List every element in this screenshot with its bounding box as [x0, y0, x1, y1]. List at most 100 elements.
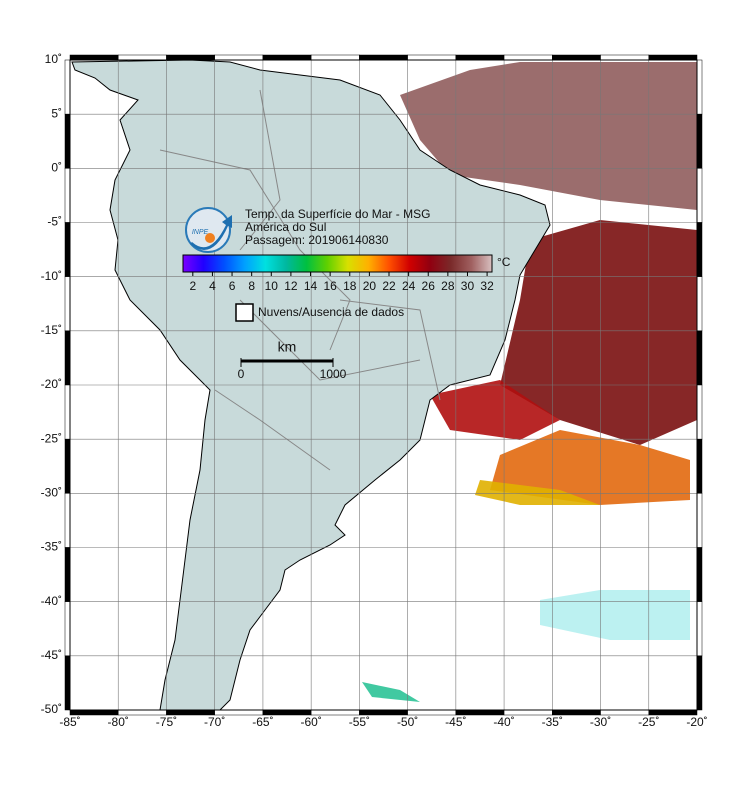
sst-patch — [490, 430, 690, 505]
colorbar-tick-label: 18 — [343, 279, 357, 293]
frame-segment — [696, 59, 703, 115]
frame-segment — [64, 113, 71, 169]
colorbar-tick-label: 26 — [422, 279, 436, 293]
colorbar-tick-label: 6 — [229, 279, 236, 293]
frame-segment — [407, 709, 457, 716]
colorbar-tick-label: 8 — [248, 279, 255, 293]
title-line: América do Sul — [245, 220, 326, 234]
x-tick-label: -45˚ — [445, 715, 466, 729]
frame-segment — [64, 384, 71, 440]
scale-unit: km — [278, 339, 297, 355]
x-tick-label: -65˚ — [252, 715, 273, 729]
x-tick-label: -85˚ — [59, 715, 80, 729]
y-tick-label: 10˚ — [45, 52, 62, 66]
colorbar-tick-label: 10 — [265, 279, 279, 293]
sst-patch — [475, 480, 600, 505]
x-tick-label: -80˚ — [108, 715, 129, 729]
frame-segment — [696, 330, 703, 386]
y-tick-label: -50˚ — [41, 702, 62, 716]
plot-border — [69, 59, 698, 711]
frame-segment — [64, 438, 71, 494]
frame-segment — [117, 54, 167, 61]
x-tick-label: -40˚ — [493, 715, 514, 729]
frame-segment — [696, 384, 703, 440]
frame-segment — [262, 709, 312, 716]
colorbar-tick-label: 24 — [402, 279, 416, 293]
logo: INPE — [185, 207, 232, 253]
frame-segment — [696, 547, 703, 602]
frame-segment — [117, 709, 167, 716]
colorbar-tick-label: 16 — [323, 279, 337, 293]
frame-segment — [64, 330, 71, 386]
y-tick-label: 5˚ — [51, 106, 62, 120]
logo-dot — [205, 233, 215, 243]
frame-segment — [407, 54, 457, 61]
frame-segment — [359, 709, 408, 716]
frame-segment — [696, 438, 703, 494]
x-tick-label: -30˚ — [590, 715, 611, 729]
colorbar-tick-label: 22 — [382, 279, 396, 293]
frame-segment — [696, 222, 703, 277]
frame-segment — [214, 54, 264, 61]
frame-segment — [64, 601, 71, 657]
scale-tick-label: 1000 — [320, 367, 347, 381]
frame-segment — [600, 54, 650, 61]
frame-segment — [69, 709, 119, 716]
frame-segment — [696, 168, 703, 223]
y-tick-label: -35˚ — [41, 540, 62, 554]
y-tick-label: 0˚ — [51, 161, 62, 175]
frame-segment — [552, 709, 601, 716]
borders — [159, 89, 441, 471]
frame-segment — [166, 709, 215, 716]
sst-patches — [362, 62, 697, 702]
y-tick-label: -15˚ — [41, 323, 62, 337]
x-tick-label: -20˚ — [686, 715, 707, 729]
sst-patch — [430, 380, 560, 440]
x-tick-label: -35˚ — [542, 715, 563, 729]
frame-segment — [166, 54, 215, 61]
colorbar-tick-label: 20 — [363, 279, 377, 293]
frame-segment — [696, 601, 703, 657]
frame-segment — [310, 709, 360, 716]
y-tick-label: -30˚ — [41, 486, 62, 500]
frame-segment — [64, 168, 71, 223]
frame-segment — [648, 54, 698, 61]
colorbar-tick-label: 32 — [480, 279, 494, 293]
frame-segment — [262, 54, 312, 61]
colorbar-tick-label: 14 — [304, 279, 318, 293]
frame-segment — [69, 54, 119, 61]
x-tick-label: -25˚ — [638, 715, 659, 729]
logo-swirl — [190, 215, 232, 250]
colorbar-tick-label: 28 — [441, 279, 455, 293]
frame-segment — [696, 655, 703, 711]
scale-tick-label: 0 — [238, 367, 245, 381]
sst-patch — [362, 682, 420, 702]
x-tick-label: -55˚ — [349, 715, 370, 729]
frame-segment — [455, 54, 505, 61]
title-line: Passagem: 201906140830 — [245, 233, 389, 247]
frame-segment — [64, 655, 71, 711]
frame-segment — [600, 709, 650, 716]
sst-patch — [500, 220, 697, 445]
frame-segment — [696, 276, 703, 332]
frame-segment — [503, 709, 553, 716]
frame-segment — [455, 709, 505, 716]
colorbar-tick-label: 12 — [284, 279, 298, 293]
frame-segment — [64, 547, 71, 602]
frame-segment — [64, 276, 71, 332]
frame-segment — [552, 54, 601, 61]
frame-segment — [310, 54, 360, 61]
frame-segment — [359, 54, 408, 61]
legend-swatch — [235, 303, 254, 322]
colorbar-unit: °C — [497, 255, 511, 269]
frame-segment — [64, 222, 71, 277]
x-tick-label: -50˚ — [397, 715, 418, 729]
frame-segment — [696, 493, 703, 548]
frame-segment — [648, 709, 698, 716]
frame-segment — [503, 54, 553, 61]
logo-text: INPE — [192, 229, 209, 236]
sst-patch — [400, 62, 697, 210]
colorbar-tick-label: 2 — [189, 279, 196, 293]
y-tick-label: -25˚ — [41, 431, 62, 445]
